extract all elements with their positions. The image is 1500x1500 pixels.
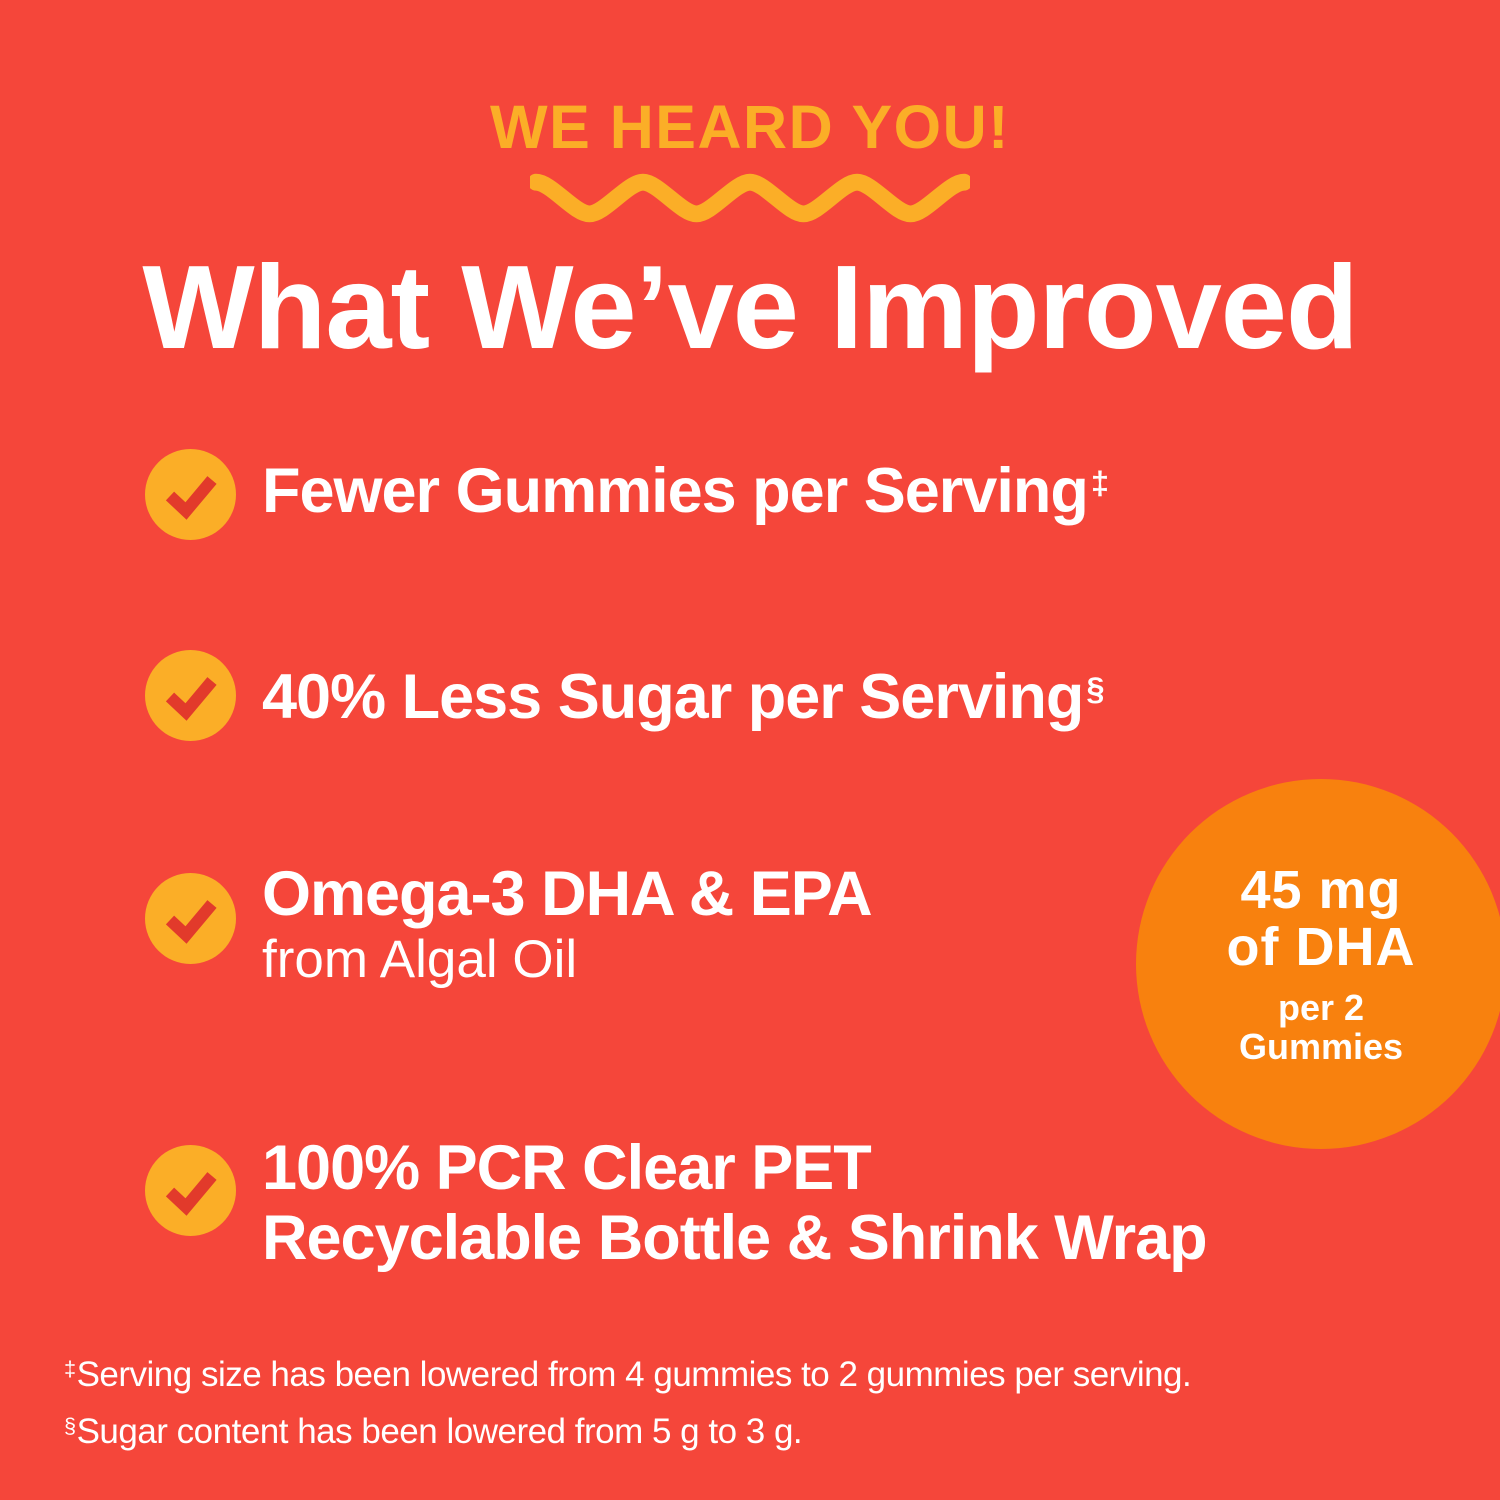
- badge-nutrient: of DHA: [1226, 917, 1416, 977]
- footnote-text: Serving size has been lowered from 4 gum…: [76, 1355, 1192, 1394]
- badge-amount: 45 mg: [1240, 860, 1402, 920]
- section-sign-marker: §: [64, 1413, 76, 1439]
- bullet-text-line2: Recyclable Bottle & Shrink Wrap: [262, 1203, 1208, 1273]
- check-icon: [145, 449, 236, 540]
- wavy-underline-icon: [530, 173, 970, 223]
- eyebrow-text: WE HEARD YOU!: [490, 93, 1010, 161]
- badge-per-serving-line2: Gummies: [1238, 1026, 1404, 1067]
- check-icon: [145, 650, 236, 741]
- bullet-fewer-gummies: Fewer Gummies per Serving‡: [262, 456, 1109, 536]
- bullet-text: Fewer Gummies per Serving: [262, 456, 1089, 526]
- badge-per-serving-line1: per 2: [1277, 987, 1365, 1028]
- bullet-omega3-subtext: from Algal Oil: [262, 930, 578, 989]
- page-title: What We’ve Improved: [142, 241, 1358, 374]
- footnote-serving-size: ‡Serving size has been lowered from 4 gu…: [64, 1348, 1192, 1405]
- bullet-text-line1: 100% PCR Clear PET: [262, 1133, 872, 1203]
- footnotes: ‡Serving size has been lowered from 4 gu…: [64, 1348, 1192, 1462]
- bullet-text: 40% Less Sugar per Serving: [262, 662, 1084, 732]
- check-icon: [145, 873, 236, 964]
- footnote-text: Sugar content has been lowered from 5 g …: [76, 1412, 803, 1451]
- bullet-text: Omega-3 DHA & EPA: [262, 859, 873, 929]
- bullet-less-sugar: 40% Less Sugar per Serving§: [262, 662, 1105, 742]
- section-sign-superscript: §: [1086, 669, 1105, 707]
- footnote-sugar-content: §Sugar content has been lowered from 5 g…: [64, 1405, 1191, 1462]
- double-dagger-marker: ‡: [64, 1356, 76, 1382]
- check-icon: [145, 1145, 236, 1236]
- bullet-omega3: Omega-3 DHA & EPA: [262, 859, 873, 929]
- bullet-recyclable: 100% PCR Clear PET Recyclable Bottle & S…: [262, 1133, 1208, 1273]
- dha-badge: 45 mg of DHA per 2 Gummies: [1136, 779, 1500, 1149]
- double-dagger-superscript: ‡: [1090, 463, 1110, 501]
